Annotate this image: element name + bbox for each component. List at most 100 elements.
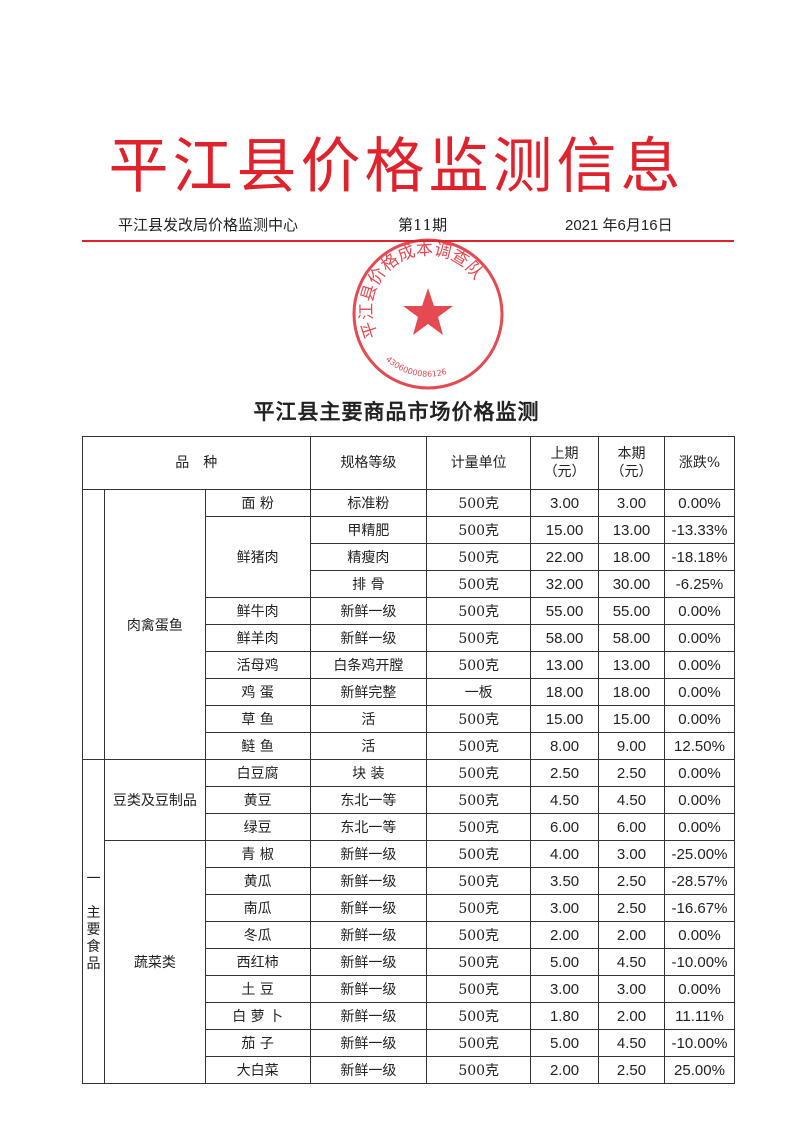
table-row: 一 主 要 食 品豆类及豆制品 白豆腐块 装 500克 2.50 2.50 0.00% <box>82 759 736 1084</box>
unit: 500克 <box>426 759 532 787</box>
prev-price: 4.50 <box>530 786 600 814</box>
table-row: 绿豆 东北一等 500克 6.00 6.00 0.00% <box>83 813 736 841</box>
change-percent: -25.00% <box>663 840 736 868</box>
item-name: 鲜羊肉 <box>204 624 311 652</box>
spec-grade: 甲精肥 <box>309 516 428 544</box>
spec-grade: 新鲜一级 <box>309 894 428 922</box>
spec-grade: 新鲜完整 <box>309 678 428 706</box>
issue-number: 第11期 <box>398 216 448 234</box>
curr-price: 13.00 <box>598 651 665 679</box>
curr-price: 2.50 <box>598 1056 665 1084</box>
item-name: 青 椒 <box>204 840 311 868</box>
table-row: 蔬菜类青 椒新鲜一级 500克 4.00 3.00 -25.00% <box>83 840 736 1084</box>
change-percent: 0.00% <box>663 759 736 787</box>
item-name: 南瓜 <box>204 894 311 922</box>
change-percent: -10.00% <box>663 948 736 976</box>
spec-grade: 精瘦肉 <box>309 543 428 571</box>
curr-price: 18.00 <box>598 543 665 571</box>
issuer: 平江县发改局价格监测中心 <box>118 216 299 234</box>
curr-price: 18.00 <box>598 678 665 706</box>
change-percent: 0.00% <box>663 813 736 841</box>
curr-price: 4.50 <box>598 786 665 814</box>
item-name: 西红柿 <box>204 948 311 976</box>
item-name: 土 豆 <box>204 975 311 1003</box>
table-row: 排 骨 500克 32.00 30.00 -6.25% <box>83 570 736 598</box>
issue-date: 2021 年6月16日 <box>565 217 673 234</box>
prev-price: 5.00 <box>530 1029 600 1057</box>
prev-price: 3.00 <box>530 489 600 517</box>
change-percent: -18.18% <box>663 543 736 571</box>
header-divider <box>82 240 734 242</box>
item-name: 白 萝 卜 <box>204 1002 311 1030</box>
change-percent: 0.00% <box>663 651 736 679</box>
prev-price: 15.00 <box>530 705 600 733</box>
unit: 500克 <box>426 1056 532 1084</box>
prev-price: 22.00 <box>530 543 600 571</box>
spec-grade: 新鲜一级 <box>309 597 428 625</box>
section-label <box>82 489 105 760</box>
item-name: 鲜牛肉 <box>204 597 311 625</box>
table-row: 大白菜 新鲜一级 500克 2.00 2.50 25.00% <box>83 1056 736 1084</box>
item-name: 大白菜 <box>204 1056 311 1084</box>
prev-price: 8.00 <box>530 732 600 760</box>
spec-grade: 新鲜一级 <box>309 867 428 895</box>
change-percent: 0.00% <box>663 975 736 1003</box>
table-row: 活母鸡 白条鸡开膛 500克 13.00 13.00 0.00% <box>83 651 736 679</box>
table-row: 茄 子新鲜一级 500克 5.00 4.50 -10.00% <box>83 1029 736 1057</box>
curr-price: 30.00 <box>598 570 665 598</box>
table-row: 土 豆新鲜一级 500克 3.00 3.00 0.00% <box>83 975 736 1003</box>
table-row: 冬瓜 新鲜一级 500克 2.00 2.00 0.00% <box>83 921 736 949</box>
category-name: 蔬菜类 <box>103 840 206 1084</box>
prev-price: 2.50 <box>530 759 600 787</box>
change-percent: 0.00% <box>663 489 736 517</box>
column-header-change: 涨跌% <box>663 436 736 490</box>
unit: 500克 <box>426 732 532 760</box>
prev-price: 6.00 <box>530 813 600 841</box>
spec-grade: 活 <box>309 705 428 733</box>
unit: 500克 <box>426 921 532 949</box>
prev-price: 13.00 <box>530 651 600 679</box>
curr-price: 9.00 <box>598 732 665 760</box>
unit: 500克 <box>426 543 532 571</box>
unit: 500克 <box>426 1029 532 1057</box>
curr-price: 6.00 <box>598 813 665 841</box>
prev-price: 32.00 <box>530 570 600 598</box>
spec-grade: 活 <box>309 732 428 760</box>
unit: 一板 <box>426 678 532 706</box>
item-name: 鲜猪肉 <box>204 516 311 598</box>
spec-grade: 新鲜一级 <box>309 975 428 1003</box>
table-row: 鸡 蛋新鲜完整 一板 18.00 18.00 0.00% <box>83 678 736 706</box>
change-percent: 0.00% <box>663 705 736 733</box>
prev-price: 15.00 <box>530 516 600 544</box>
unit: 500克 <box>426 651 532 679</box>
unit: 500克 <box>426 516 532 544</box>
column-header-prev-price: 上期 （元） <box>530 436 600 490</box>
change-percent: 0.00% <box>663 624 736 652</box>
spec-grade: 东北一等 <box>309 813 428 841</box>
unit: 500克 <box>426 489 532 517</box>
item-name: 活母鸡 <box>204 651 311 679</box>
table-row: 鲢 鱼活 500克 8.00 9.00 12.50% <box>83 732 736 760</box>
table-row: 鲜羊肉 新鲜一级 500克 58.00 58.00 0.00% <box>83 624 736 652</box>
curr-price: 2.00 <box>598 921 665 949</box>
change-percent: -13.33% <box>663 516 736 544</box>
spec-grade: 新鲜一级 <box>309 1002 428 1030</box>
spec-grade: 白条鸡开膛 <box>309 651 428 679</box>
change-percent: 0.00% <box>663 678 736 706</box>
prev-price: 3.00 <box>530 975 600 1003</box>
item-name: 冬瓜 <box>204 921 311 949</box>
unit: 500克 <box>426 840 532 868</box>
item-name: 黄瓜 <box>204 867 311 895</box>
unit: 500克 <box>426 867 532 895</box>
item-name: 茄 子 <box>204 1029 311 1057</box>
spec-grade: 标准粉 <box>309 489 428 517</box>
section-label: 一 主 要 食 品 <box>82 759 105 1084</box>
curr-price: 58.00 <box>598 624 665 652</box>
curr-price: 13.00 <box>598 516 665 544</box>
svg-text:4306000086126: 4306000086126 <box>384 355 448 379</box>
table-row: 黄瓜 新鲜一级 500克 3.50 2.50 -28.57% <box>83 867 736 895</box>
official-seal-icon: 平江县价格成本调查队 4306000086126 <box>352 238 504 390</box>
table-row: 草 鱼活 500克 15.00 15.00 0.00% <box>83 705 736 733</box>
item-name: 鸡 蛋 <box>204 678 311 706</box>
spec-grade: 排 骨 <box>309 570 428 598</box>
